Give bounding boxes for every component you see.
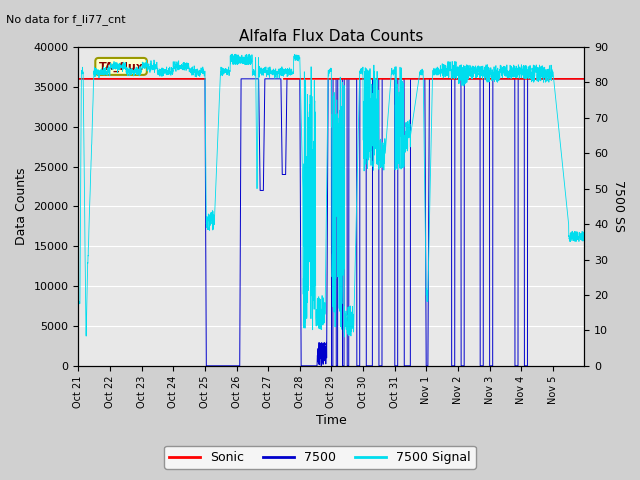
Y-axis label: Data Counts: Data Counts: [15, 168, 28, 245]
Title: Alfalfa Flux Data Counts: Alfalfa Flux Data Counts: [239, 29, 424, 44]
Text: No data for f_li77_cnt: No data for f_li77_cnt: [6, 14, 126, 25]
X-axis label: Time: Time: [316, 414, 347, 427]
Legend: Sonic, 7500, 7500 Signal: Sonic, 7500, 7500 Signal: [164, 446, 476, 469]
Text: TA_flux: TA_flux: [99, 61, 143, 72]
Y-axis label: 7500 SS: 7500 SS: [612, 180, 625, 232]
